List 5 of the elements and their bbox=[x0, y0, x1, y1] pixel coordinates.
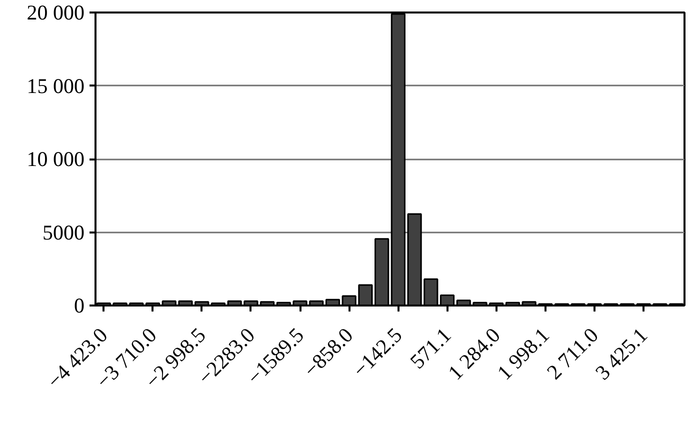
y-tick-label: 15 000 bbox=[26, 74, 84, 98]
y-tick-label: 10 000 bbox=[26, 147, 84, 171]
y-tick-label: 0 bbox=[74, 294, 84, 318]
y-tick-label: 5000 bbox=[42, 220, 84, 244]
y-tick-label: 20 000 bbox=[26, 0, 84, 24]
